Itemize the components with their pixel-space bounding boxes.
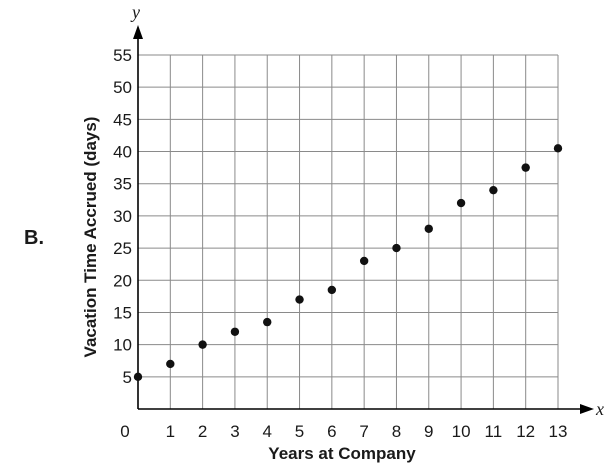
data-point: [263, 317, 272, 327]
x-axis-variable: x: [595, 399, 604, 419]
y-tick-labels: 5 10 15 20 25 30 35 40 45 50 55: [113, 46, 132, 387]
data-point: [295, 295, 304, 304]
x-tick-label: 9: [424, 422, 433, 441]
x-axis-title: Years at Company: [268, 444, 416, 463]
axes: [133, 25, 594, 414]
y-tick-label: 5: [123, 368, 132, 387]
y-tick-label: 45: [113, 110, 132, 129]
x-tick-label: 5: [295, 422, 304, 441]
y-tick-label: 35: [113, 175, 132, 194]
data-point: [133, 372, 143, 382]
x-tick-label: 13: [549, 422, 568, 441]
data-points: [133, 144, 563, 382]
y-tick-label: 30: [113, 207, 132, 226]
x-tick-label: 0: [120, 422, 129, 441]
x-tick-label: 2: [198, 422, 207, 441]
y-tick-label: 25: [113, 239, 132, 258]
x-tick-label: 11: [485, 422, 503, 441]
data-point: [456, 198, 466, 208]
x-tick-label: 4: [262, 422, 271, 441]
y-tick-label: 50: [113, 78, 132, 97]
data-point: [327, 285, 337, 295]
data-point: [424, 224, 433, 233]
x-axis-arrow: [580, 404, 594, 414]
y-tick-label: 10: [113, 336, 132, 355]
y-tick-label: 20: [113, 271, 132, 290]
y-axis-title: Vacation Time Accrued (days): [81, 117, 100, 358]
data-point: [553, 144, 563, 153]
grid: [138, 54, 559, 409]
y-axis-variable: y: [130, 2, 140, 22]
y-tick-label: 55: [113, 46, 132, 65]
x-tick-label: 7: [359, 422, 368, 441]
data-point: [521, 163, 530, 172]
x-tick-label: 12: [516, 422, 535, 441]
data-point: [392, 243, 401, 253]
x-tick-labels: 0 1 2 3 4 5 6 7 8 9 10 11 12 13: [120, 422, 567, 441]
y-axis-arrow: [133, 25, 143, 39]
x-tick-label: 6: [327, 422, 336, 441]
x-tick-label: 3: [230, 422, 239, 441]
data-point: [198, 340, 207, 349]
data-point: [359, 256, 369, 266]
panel-label: B.: [24, 227, 44, 249]
x-tick-label: 8: [392, 422, 401, 441]
y-tick-label: 40: [113, 143, 132, 162]
data-point: [230, 327, 240, 336]
data-point: [166, 359, 175, 369]
y-tick-label: 15: [113, 303, 132, 322]
x-tick-label: 10: [452, 422, 471, 441]
x-tick-label: 1: [166, 422, 175, 441]
data-point: [489, 185, 498, 195]
